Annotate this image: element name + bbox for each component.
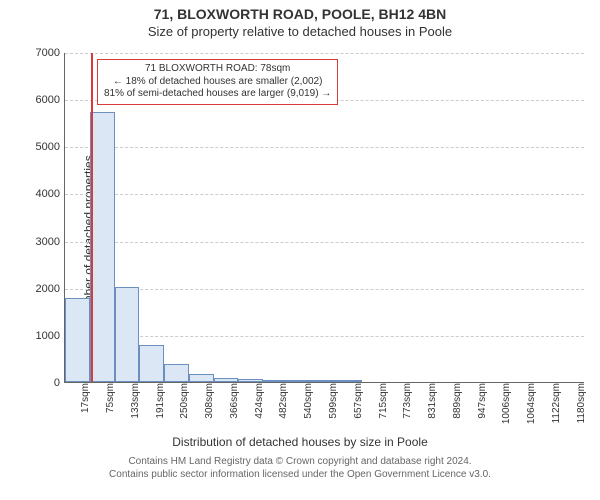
x-tick-label: 1064sqm — [526, 383, 537, 424]
x-tick-label: 773sqm — [402, 383, 413, 419]
y-tick-label: 2000 — [36, 283, 60, 295]
y-tick-labels: 01000200030004000500060007000 — [28, 53, 60, 383]
histogram-chart: Number of detached properties 0100020003… — [0, 43, 600, 433]
x-tick-label: 482sqm — [278, 383, 289, 419]
y-tick-label: 7000 — [36, 47, 60, 59]
footer-line-1: Contains HM Land Registry data © Crown c… — [0, 455, 600, 468]
y-tick-label: 6000 — [36, 94, 60, 106]
y-tick-label: 5000 — [36, 141, 60, 153]
histogram-bar — [164, 364, 189, 382]
x-tick-label: 133sqm — [130, 383, 141, 419]
x-tick-label: 191sqm — [155, 383, 166, 419]
x-tick-label: 1180sqm — [576, 383, 587, 423]
gridline — [65, 147, 584, 148]
annotation-line: 81% of semi-detached houses are larger (… — [104, 88, 331, 101]
page-title: 71, BLOXWORTH ROAD, POOLE, BH12 4BN — [0, 6, 600, 22]
histogram-bar — [139, 345, 164, 382]
gridline — [65, 194, 584, 195]
x-tick-label: 1006sqm — [501, 383, 512, 424]
histogram-bar — [337, 380, 362, 382]
histogram-bar — [115, 287, 140, 382]
histogram-bar — [90, 112, 115, 382]
x-tick-label: 1122sqm — [551, 383, 562, 423]
x-tick-label: 17sqm — [80, 383, 91, 413]
x-tick-label: 715sqm — [378, 383, 389, 419]
gridline — [65, 289, 584, 290]
y-tick-label: 1000 — [36, 330, 60, 342]
histogram-bar — [189, 374, 214, 382]
y-tick-label: 3000 — [36, 236, 60, 248]
footer-line-2: Contains public sector information licen… — [0, 468, 600, 481]
x-tick-label: 308sqm — [204, 383, 215, 419]
histogram-bar — [263, 380, 288, 382]
annotation-box: 71 BLOXWORTH ROAD: 78sqm← 18% of detache… — [97, 59, 338, 105]
x-tick-label: 599sqm — [328, 383, 339, 419]
histogram-bar — [238, 379, 263, 382]
histogram-bar — [313, 380, 338, 382]
x-tick-label: 947sqm — [477, 383, 488, 419]
x-tick-label: 831sqm — [427, 383, 438, 419]
gridline — [65, 242, 584, 243]
x-tick-label: 75sqm — [105, 383, 116, 413]
x-tick-labels: 17sqm 75sqm 133sqm 191sqm 250sqm 308sqm 366sqm… — [64, 383, 584, 423]
x-tick-label: 366sqm — [229, 383, 240, 419]
gridline — [65, 53, 584, 54]
x-tick-label: 540sqm — [303, 383, 314, 419]
histogram-bar — [288, 380, 313, 382]
x-tick-label: 250sqm — [179, 383, 190, 419]
x-axis-label: Distribution of detached houses by size … — [0, 435, 600, 449]
gridline — [65, 336, 584, 337]
annotation-line: ← 18% of detached houses are smaller (2,… — [104, 76, 331, 89]
x-tick-label: 657sqm — [353, 383, 364, 419]
histogram-bar — [214, 378, 239, 382]
histogram-bar — [65, 298, 90, 382]
y-tick-label: 0 — [54, 377, 60, 389]
y-tick-label: 4000 — [36, 188, 60, 200]
plot-area: 71 BLOXWORTH ROAD: 78sqm← 18% of detache… — [64, 53, 584, 383]
property-marker-line — [91, 53, 93, 382]
x-tick-label: 424sqm — [254, 383, 265, 419]
footer: Contains HM Land Registry data © Crown c… — [0, 455, 600, 481]
x-tick-label: 889sqm — [452, 383, 463, 419]
page-subtitle: Size of property relative to detached ho… — [0, 24, 600, 39]
annotation-line: 71 BLOXWORTH ROAD: 78sqm — [104, 63, 331, 76]
